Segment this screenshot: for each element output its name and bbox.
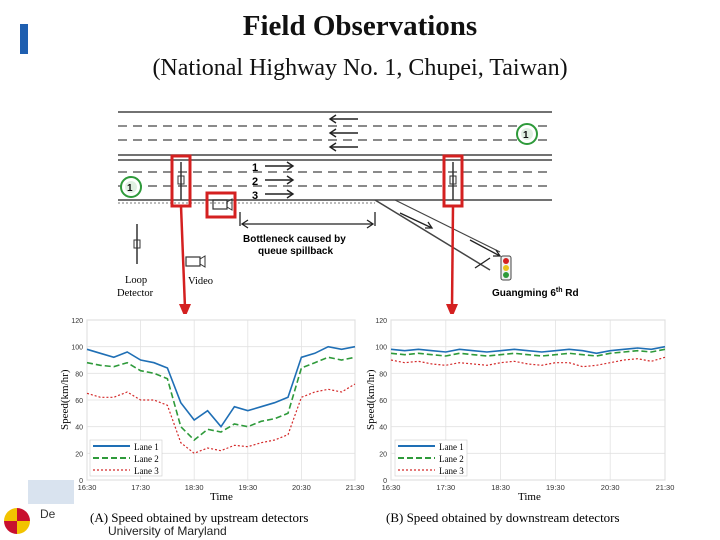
highway-shield-icon: 1 [120, 176, 142, 198]
loop-detector-legend-icon [133, 239, 141, 249]
highway-shield-icon: 1 [516, 123, 538, 145]
chart-b-legend: Lane 1 Lane 2 Lane 3 [394, 439, 468, 477]
ramp-line [374, 199, 491, 271]
chart-b-xticks: 16:30 17:30 18:30 19:30 20:30 21:30 [382, 483, 675, 492]
ytick-label: 100 [71, 345, 83, 352]
university-watermark [28, 480, 74, 504]
ytick-label: 40 [75, 425, 83, 432]
ytick-label: 0 [79, 478, 83, 485]
legend-lane3: Lane 3 [134, 466, 159, 476]
series-line-2 [86, 356, 356, 442]
lane-label-3: 3 [252, 190, 258, 202]
chart-b-caption: (B) Speed obtained by downstream detecto… [386, 510, 620, 525]
road-label: Guangming 6th Rd [492, 287, 579, 299]
slide-subtitle: (National Highway No. 1, Chupei, Taiwan) [152, 55, 568, 81]
xtick-label: 17:30 [436, 483, 455, 492]
chart-a-xticks: 16:30 17:30 18:30 19:30 20:30 21:30 [78, 483, 365, 492]
chart-a-caption: (A) Speed obtained by upstream detectors [90, 510, 308, 525]
ytick-label: 120 [375, 318, 387, 325]
legend-lane2: Lane 2 [134, 454, 159, 464]
xtick-label: 20:30 [601, 483, 620, 492]
chart-a-legend: Lane 1 Lane 2 Lane 3 [89, 439, 163, 477]
chart-a-xlabel: Time [210, 491, 233, 503]
university-name: University of Maryland [108, 524, 227, 538]
video-camera-icon [226, 198, 233, 211]
ytick-label: 100 [375, 345, 387, 352]
ytick-label: 60 [379, 398, 387, 405]
loop-detector-icon [449, 175, 457, 185]
xtick-label: 17:30 [131, 483, 150, 492]
lane-label-1: 1 [252, 162, 258, 174]
xtick-label: 19:30 [238, 483, 257, 492]
series-line-1 [86, 345, 356, 429]
bottleneck-bracket [239, 212, 376, 229]
charts-panel: 0 20 40 60 80 100 120 16:30 17:30 18:30 19:30 20:3… [55, 314, 683, 530]
video-camera-box [205, 191, 237, 219]
bottleneck-label: queue spillback [258, 246, 333, 257]
video-legend-icon [185, 256, 201, 267]
legend-lane3: Lane 3 [439, 466, 464, 476]
xtick-label: 18:30 [185, 483, 204, 492]
chart-a-series [86, 345, 356, 454]
chart-a-yticks: 0 20 40 60 80 100 120 [71, 318, 83, 485]
highway-diagram: 1 2 3 1 1 [117, 111, 579, 318]
xtick-label: 16:30 [78, 483, 97, 492]
ytick-label: 80 [379, 371, 387, 378]
chart-a-ylabel: Speed(km/hr) [59, 369, 71, 430]
westbound-arrows [328, 114, 358, 152]
ytick-label: 40 [379, 425, 387, 432]
shield-number: 1 [523, 130, 529, 141]
chart-b-series [390, 345, 666, 368]
legend-lane1: Lane 1 [134, 442, 159, 452]
loop-detector-label: Loop [125, 275, 147, 286]
video-label: Video [188, 276, 213, 287]
video-legend-icon [199, 255, 206, 268]
university-seal-icon [4, 508, 30, 534]
lane-label-2: 2 [252, 176, 258, 188]
ytick-label: 20 [379, 451, 387, 458]
xtick-label: 18:30 [491, 483, 510, 492]
ytick-label: 0 [383, 478, 387, 485]
shield-number: 1 [127, 183, 133, 194]
ramp-line [394, 199, 501, 253]
legend-lane1: Lane 1 [439, 442, 464, 452]
legend-lane2: Lane 2 [439, 454, 464, 464]
chart-b-yticks: 0 20 40 60 80 100 120 [375, 318, 387, 485]
traffic-light-icon [500, 255, 512, 281]
loop-detector-icon [177, 175, 185, 185]
ramp-arrows [399, 212, 502, 269]
series-line-3 [86, 383, 356, 454]
eastbound-arrows [265, 161, 295, 199]
department-abbrev: De [40, 507, 56, 521]
ytick-label: 120 [71, 318, 83, 325]
chart-b-xlabel: Time [518, 491, 541, 503]
series-line-1 [390, 345, 666, 355]
ytick-label: 60 [75, 398, 83, 405]
xtick-label: 19:30 [546, 483, 565, 492]
ytick-label: 80 [75, 371, 83, 378]
xtick-label: 16:30 [382, 483, 401, 492]
loop-detector-label: Detector [117, 288, 154, 299]
xtick-label: 21:30 [346, 483, 365, 492]
pointer-arrows [179, 205, 458, 318]
slide-title: Field Observations [242, 10, 478, 42]
chart-b-ylabel: Speed(km/hr) [365, 369, 377, 430]
video-camera-icon [212, 199, 228, 210]
series-line-2 [390, 348, 666, 357]
bottleneck-label: Bottleneck caused by [243, 234, 346, 245]
accent-bar [20, 24, 28, 54]
xtick-label: 21:30 [656, 483, 675, 492]
ytick-label: 20 [75, 451, 83, 458]
xtick-label: 20:30 [292, 483, 311, 492]
chart-b-gridlines [390, 319, 666, 481]
